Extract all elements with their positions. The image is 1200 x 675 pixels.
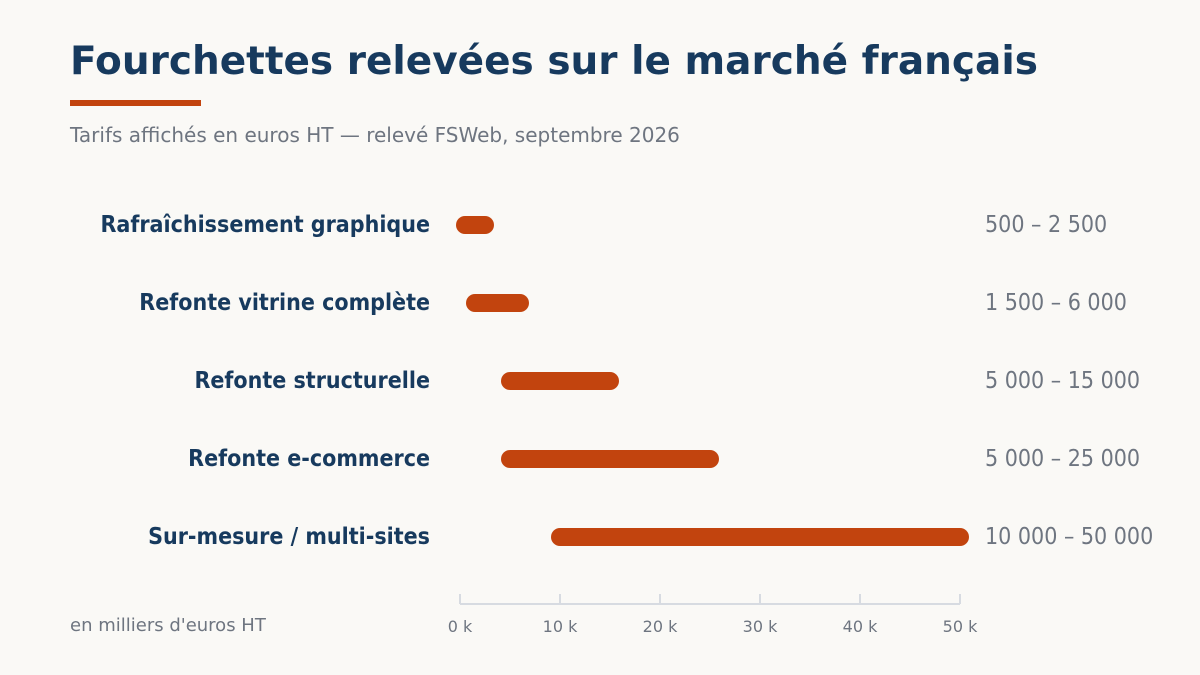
x-tick-label: 30 k [743,617,778,636]
page-title: Fourchettes relevées sur le marché franç… [70,39,1038,84]
category-label: Refonte e-commerce [188,446,430,472]
subtitle: Tarifs affichés en euros HT — relevé FSW… [70,123,680,147]
title-underline [70,100,201,106]
range-value-label: 1 500 – 6 000 [985,290,1127,316]
x-tick-label: 50 k [943,617,978,636]
category-label: Rafraîchissement graphique [100,212,430,238]
x-tick-label: 10 k [543,617,578,636]
category-label: Sur-mesure / multi-sites [148,524,430,550]
x-tick-label: 20 k [643,617,678,636]
unit-note: en milliers d'euros HT [70,615,266,636]
range-value-label: 10 000 – 50 000 [985,524,1153,550]
category-label: Refonte vitrine complète [139,290,430,316]
x-tick-label: 40 k [843,617,878,636]
category-label: Refonte structurelle [194,368,430,394]
range-value-label: 5 000 – 25 000 [985,446,1140,472]
range-value-label: 5 000 – 15 000 [985,368,1140,394]
x-tick-label: 0 k [448,617,473,636]
range-value-label: 500 – 2 500 [985,212,1107,238]
